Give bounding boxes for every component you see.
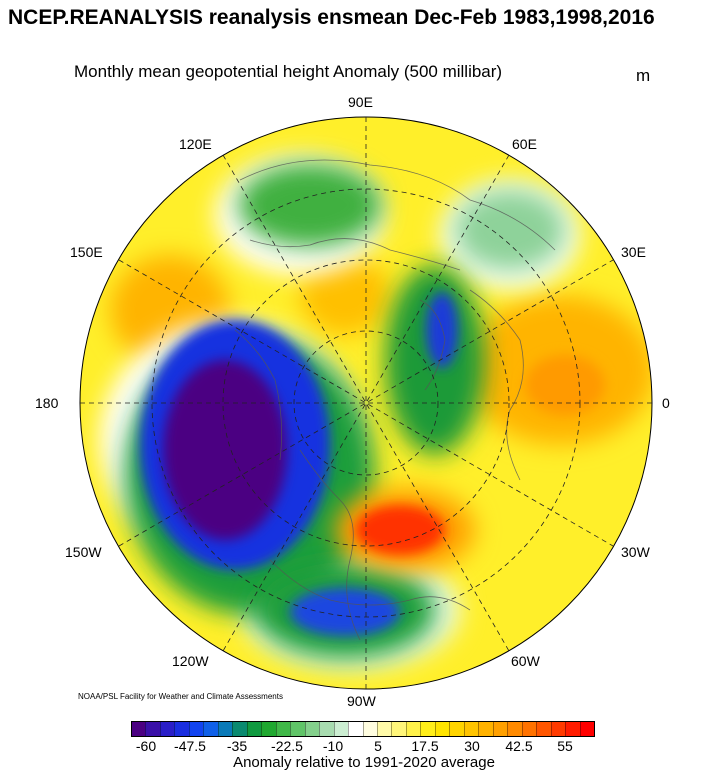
lon-label-150w: 150W [65,544,102,560]
lon-label-180: 180 [35,395,59,411]
map-subtitle: Monthly mean geopotential height Anomaly… [74,62,503,81]
colorbar-swatch [536,722,551,736]
lon-label-120e: 120E [179,136,212,152]
colorbar-swatch [391,722,406,736]
colorbar-swatch [492,722,508,736]
colorbar [131,721,595,737]
colorbar-tick-labels: -60 -47.5 -35 -22.5 -10 5 17.5 30 42.5 5… [0,738,728,756]
colorbar-swatch [188,722,204,736]
colorbar-swatch [463,722,479,736]
polar-anomaly-map [79,116,653,690]
colorbar-swatch [348,722,363,736]
colorbar-swatch [261,722,276,736]
colorbar-swatch [565,722,580,736]
colorbar-swatch [405,722,421,736]
colorbar-swatch [217,722,233,736]
colorbar-swatch [304,722,320,736]
colorbar-tick: 17.5 [411,738,439,754]
colorbar-swatch [333,722,349,736]
colorbar-swatch [246,722,262,736]
colorbar-swatch [521,722,537,736]
colorbar-swatch [203,722,218,736]
colorbar-tick: 42.5 [505,738,533,754]
lon-label-90w: 90W [347,693,376,709]
colorbar-swatch [434,722,450,736]
lon-label-60e: 60E [512,136,537,152]
colorbar-swatch [507,722,522,736]
colorbar-tick: -47.5 [174,738,206,754]
colorbar-swatch [362,722,377,736]
colorbar-tick: 55 [557,738,573,754]
colorbar-tick: 5 [374,738,382,754]
colorbar-tick: -60 [135,738,157,754]
colorbar-swatch [420,722,435,736]
colorbar-tick: -10 [322,738,344,754]
colorbar-swatch [550,722,566,736]
colorbar-swatch [449,722,464,736]
colorbar-swatch [319,722,334,736]
units-label: m [636,66,651,85]
colorbar-caption: Anomaly relative to 1991-2020 average [233,754,495,771]
colorbar-tick: -22.5 [271,738,303,754]
credit-text: NOAA/PSL Facility for Weather and Climat… [78,692,283,701]
lon-label-30e: 30E [621,244,646,260]
lon-label-30w: 30W [621,544,650,560]
lon-label-150e: 150E [70,244,103,260]
colorbar-swatch [159,722,175,736]
colorbar-swatch [275,722,291,736]
map-title: NCEP.REANALYSIS reanalysis ensmean Dec-F… [8,6,655,29]
colorbar-swatch [232,722,247,736]
colorbar-swatch [174,722,189,736]
lon-label-120w: 120W [172,653,209,669]
colorbar-tick: 30 [464,738,480,754]
lon-label-90e: 90E [348,94,373,110]
lon-label-0: 0 [662,395,670,411]
colorbar-swatch [145,722,160,736]
colorbar-swatch [376,722,392,736]
colorbar-tick: -35 [226,738,248,754]
colorbar-swatch [478,722,493,736]
colorbar-swatch [132,722,146,736]
lon-label-60w: 60W [511,653,540,669]
colorbar-swatch [290,722,305,736]
colorbar-swatch [579,722,594,736]
